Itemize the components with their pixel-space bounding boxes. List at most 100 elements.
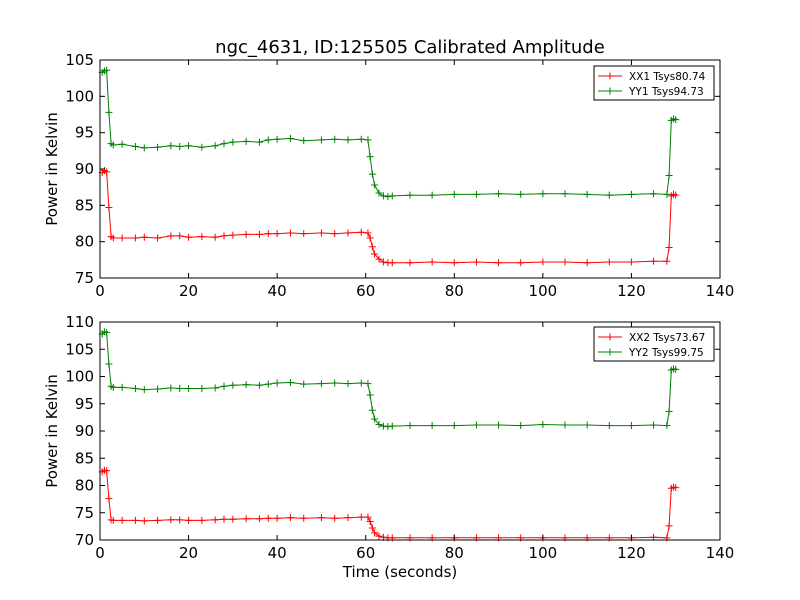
- data-point: [357, 228, 365, 236]
- data-point: [105, 495, 113, 503]
- data-point: [344, 380, 352, 388]
- data-point: [672, 191, 680, 199]
- y-tick-label: 90: [75, 160, 94, 178]
- data-point: [364, 380, 372, 388]
- data-point: [185, 142, 193, 150]
- data-point: [663, 422, 671, 430]
- data-point: [371, 250, 379, 258]
- y-tick-label: 95: [75, 395, 94, 413]
- data-point: [331, 379, 339, 387]
- data-point: [131, 384, 139, 392]
- series-line: [101, 69, 676, 198]
- legend: XX2 Tsys73.67 YY2 Tsys99.75: [593, 326, 715, 362]
- data-point: [627, 422, 635, 430]
- series-line: [101, 469, 676, 539]
- data-point: [264, 136, 272, 144]
- x-tick-label: 40: [268, 544, 287, 562]
- legend-entry-label: YY1 Tsys94.73: [628, 86, 704, 98]
- data-point: [495, 259, 503, 267]
- data-point: [211, 384, 219, 392]
- data-point: [103, 66, 111, 74]
- data-point: [176, 516, 184, 524]
- series-1: [98, 466, 680, 542]
- y-tick-label: 90: [75, 422, 94, 440]
- data-point: [357, 513, 365, 521]
- legend-frame: [593, 326, 715, 362]
- data-point: [366, 153, 374, 161]
- series-line: [101, 169, 676, 264]
- data-point: [371, 181, 379, 189]
- y-tick-label: 85: [75, 196, 94, 214]
- data-point: [331, 514, 339, 522]
- data-point: [375, 532, 383, 540]
- x-tick-label: 60: [356, 544, 375, 562]
- data-point: [428, 422, 436, 430]
- data-point: [273, 135, 281, 143]
- y-tick-label: 80: [75, 233, 94, 251]
- data-point: [286, 378, 294, 386]
- data-point: [131, 142, 139, 150]
- data-point: [539, 258, 547, 266]
- data-point: [229, 138, 237, 146]
- data-point: [331, 230, 339, 238]
- data-point: [561, 258, 569, 266]
- data-point: [561, 421, 569, 429]
- data-point: [264, 380, 272, 388]
- data-point: [220, 382, 228, 390]
- data-point: [105, 360, 113, 368]
- data-point: [665, 522, 673, 530]
- data-point: [388, 422, 396, 430]
- data-point: [379, 258, 387, 266]
- x-tick-label: 120: [617, 282, 646, 300]
- data-point: [428, 258, 436, 266]
- data-point: [317, 380, 325, 388]
- data-point: [154, 143, 162, 151]
- data-point: [450, 422, 458, 430]
- data-point: [384, 423, 392, 431]
- legend-entry-label: YY2 Tsys99.75: [628, 347, 704, 359]
- data-point: [229, 515, 237, 523]
- data-point: [317, 136, 325, 144]
- data-point: [379, 192, 387, 200]
- data-point: [665, 407, 673, 415]
- x-tick-label: 100: [529, 544, 558, 562]
- data-point: [242, 515, 250, 523]
- data-point: [364, 513, 372, 521]
- data-point: [242, 381, 250, 389]
- data-point: [672, 365, 680, 373]
- data-point: [450, 259, 458, 267]
- data-point: [118, 234, 126, 242]
- data-point: [211, 142, 219, 150]
- data-point: [368, 170, 376, 178]
- y-tick-label: 105: [65, 340, 94, 358]
- data-point: [379, 422, 387, 430]
- data-point: [229, 231, 237, 239]
- data-point: [364, 229, 372, 237]
- data-point: [264, 230, 272, 238]
- data-point: [167, 232, 175, 240]
- data-point: [264, 514, 272, 522]
- data-point: [672, 116, 680, 124]
- data-point: [273, 379, 281, 387]
- x-tick-label: 80: [445, 282, 464, 300]
- data-point: [627, 258, 635, 266]
- data-point: [665, 243, 673, 251]
- data-point: [140, 144, 148, 152]
- y-axis-label: Power in Kelvin: [43, 374, 61, 488]
- x-axis-label: Time (seconds): [342, 563, 458, 581]
- data-point: [131, 516, 139, 524]
- legend-entry-label: XX1 Tsys80.74: [629, 71, 706, 83]
- data-point: [375, 189, 383, 197]
- data-point: [176, 232, 184, 240]
- series-1: [98, 166, 680, 267]
- data-point: [286, 134, 294, 142]
- data-point: [344, 229, 352, 237]
- data-point: [384, 193, 392, 201]
- data-point: [154, 234, 162, 242]
- data-point: [371, 415, 379, 423]
- data-point: [605, 422, 613, 430]
- legend-swatch-marker: [606, 72, 614, 80]
- data-point: [650, 190, 658, 198]
- y-tick-label: 100: [65, 87, 94, 105]
